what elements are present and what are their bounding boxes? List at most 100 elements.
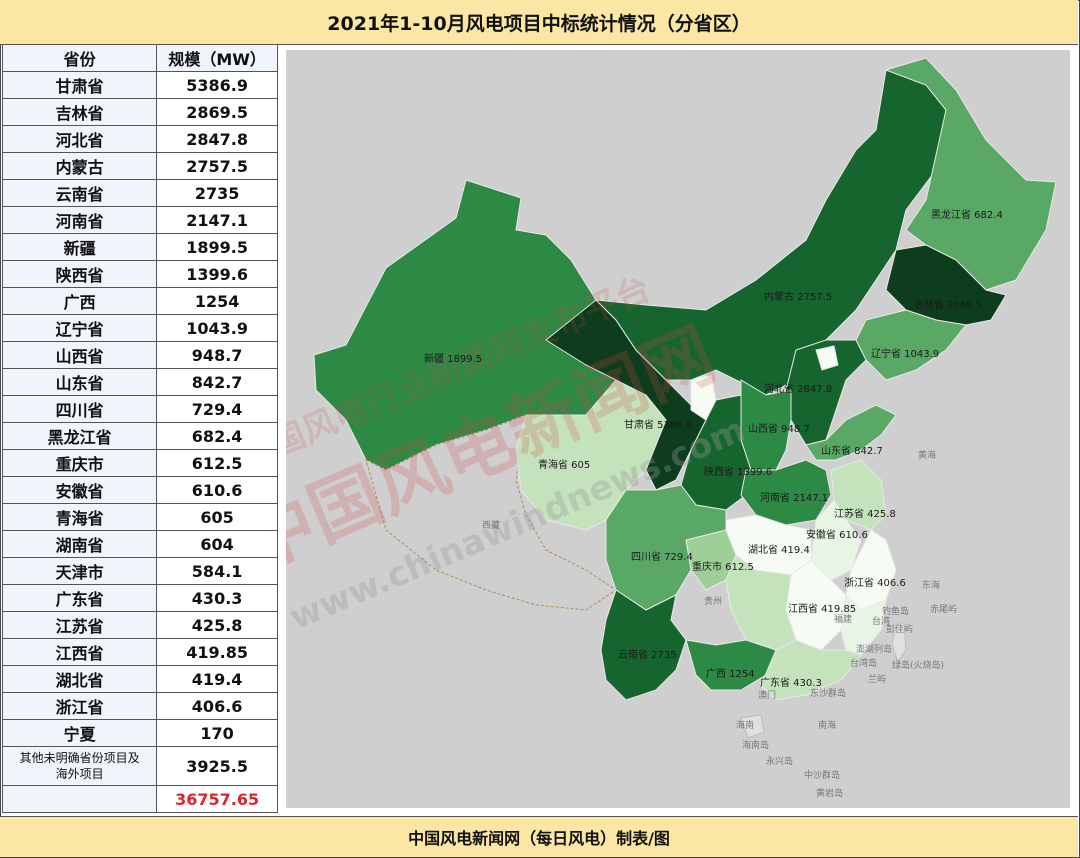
page-footer: 中国风电新闻网（每日风电）制表/图 [0, 816, 1078, 857]
ref-label-guizhou: 贵州 [704, 595, 722, 607]
province-cell: 四川省 [1, 395, 158, 423]
map-label-xinjiang: 新疆 1899.5 [424, 352, 482, 365]
region-yunnan [600, 589, 687, 701]
map-label-guangxi: 广西 1254 [706, 668, 755, 680]
province-cell: 湖南省 [1, 530, 158, 558]
region-jilin [885, 244, 1007, 326]
ref-label-dongsha: 东沙群岛 [810, 687, 846, 699]
ref-label-taiwan-island: 台湾岛 [850, 657, 877, 669]
table-row: 广东省 430.3 [1, 584, 278, 612]
ref-label-yongxing: 永兴岛 [766, 755, 793, 767]
map-label-henan: 河南省 2147.1 [760, 491, 828, 504]
table-row: 广西 1254 [1, 287, 278, 315]
scale-cell: 948.7 [156, 341, 278, 369]
scale-cell: 612.5 [156, 449, 278, 477]
other-label-line2: 海外项目 [55, 767, 104, 781]
region-guangdong [760, 639, 862, 701]
ref-label-pengjia: 彭佳屿 [886, 623, 913, 635]
scale-cell: 1043.9 [156, 314, 278, 342]
map-label-qinghai: 青海省 605 [538, 458, 590, 471]
ref-label-huanghai: 黄海 [918, 449, 936, 461]
column-header-province: 省份 [1, 44, 158, 72]
table-row: 内蒙古 2757.5 [1, 152, 278, 180]
scale-cell: 2735 [156, 179, 278, 207]
ref-label-diaoyu: 钓鱼岛 [882, 605, 909, 617]
table-row: 河北省 2847.8 [1, 125, 278, 153]
table-row-other: 其他未明确省份项目及 海外项目 3925.5 [1, 746, 278, 786]
scale-cell: 5386.9 [156, 71, 278, 99]
province-cell: 黑龙江省 [1, 422, 158, 450]
map-label-jilin: 吉林省 2869.5 [914, 298, 982, 311]
scale-cell: 584.1 [156, 557, 278, 585]
ref-label-xizang: 西藏 [482, 519, 500, 531]
region-shandong [805, 404, 897, 461]
page-title: 2021年1-10月风电项目中标统计情况（分省区） [0, 0, 1078, 45]
map-label-shandong: 山东省 842.7 [821, 444, 883, 457]
region-henan [740, 459, 832, 526]
map-label-shanxi: 山西省 948.7 [748, 422, 810, 435]
map-label-shaanxi: 陕西省 1399.6 [704, 465, 772, 478]
province-cell: 陕西省 [1, 260, 158, 288]
scale-cell: 1254 [156, 287, 278, 315]
region-xizang [365, 414, 617, 611]
province-cell: 甘肃省 [1, 71, 158, 99]
map-label-sichuan: 四川省 729.4 [631, 550, 693, 563]
table-row: 甘肃省 5386.9 [1, 71, 278, 99]
scale-cell: 2847.8 [156, 125, 278, 153]
table-header-row: 省份 规模（MW） [1, 44, 278, 72]
province-map: 中国风电行业新闻网发布平台 中国风电新闻网 www.chinawindnews.… [286, 50, 1070, 808]
scale-cell: 2869.5 [156, 98, 278, 126]
map-label-jiangxi: 江西省 419.85 [788, 602, 856, 615]
scale-cell: 605 [156, 503, 278, 531]
ref-label-chiwei: 赤尾屿 [930, 604, 957, 615]
other-scale-cell: 3925.5 [156, 746, 278, 786]
province-cell: 江苏省 [1, 611, 158, 639]
other-province-cell: 其他未明确省份项目及 海外项目 [1, 746, 158, 786]
region-heilongjiang [884, 57, 1057, 291]
map-label-jiangsu: 江苏省 425.8 [834, 507, 896, 520]
ref-label-lvdao: 绿岛(火烧岛) [892, 659, 944, 671]
scale-cell: 842.7 [156, 368, 278, 396]
map-label-guangdong: 广东省 430.3 [760, 676, 822, 689]
region-neimenggu [594, 69, 947, 396]
ref-label-nanhai: 南海 [818, 719, 836, 731]
ref-label-fujian: 福建 [834, 613, 852, 625]
region-beijing-tianjin [815, 345, 839, 371]
column-header-scale: 规模（MW） [156, 44, 278, 72]
map-label-liaoning: 辽宁省 1043.9 [871, 347, 939, 360]
scale-cell: 425.8 [156, 611, 278, 639]
table-row: 重庆市 612.5 [1, 449, 278, 477]
province-cell: 云南省 [1, 179, 158, 207]
table-row: 天津市 584.1 [1, 557, 278, 585]
region-hainan [740, 714, 765, 739]
total-label-cell [1, 785, 158, 813]
table-row: 宁夏 170 [1, 719, 278, 747]
scale-cell: 729.4 [156, 395, 278, 423]
scale-cell: 419.85 [156, 638, 278, 666]
province-cell: 天津市 [1, 557, 158, 585]
table-row: 河南省 2147.1 [1, 206, 278, 234]
ref-label-zhongsha: 中沙群岛 [804, 769, 840, 781]
table-row: 云南省 2735 [1, 179, 278, 207]
table-row: 吉林省 2869.5 [1, 98, 278, 126]
province-cell: 湖北省 [1, 665, 158, 693]
china-map-svg: 中国风电行业新闻网发布平台 中国风电新闻网 www.chinawindnews.… [286, 57, 1057, 799]
scale-cell: 419.4 [156, 665, 278, 693]
province-cell: 河北省 [1, 125, 158, 153]
province-cell: 河南省 [1, 206, 158, 234]
province-cell: 广西 [1, 287, 158, 315]
table-row: 青海省 605 [1, 503, 278, 531]
scale-cell: 2757.5 [156, 152, 278, 180]
scale-cell: 1399.6 [156, 260, 278, 288]
map-label-chongqing: 重庆市 612.5 [692, 560, 754, 573]
ref-label-donghai: 东海 [922, 579, 940, 591]
province-cell: 江西省 [1, 638, 158, 666]
table-row: 湖北省 419.4 [1, 665, 278, 693]
scale-cell: 604 [156, 530, 278, 558]
ref-label-aomen: 澳门 [758, 689, 776, 701]
table-row: 新疆 1899.5 [1, 233, 278, 261]
table-row: 江苏省 425.8 [1, 611, 278, 639]
province-stats-table: 省份 规模（MW） 甘肃省 5386.9 吉林省 2869.5 河北省 2847.8 内蒙古… [1, 44, 278, 813]
table-row: 黑龙江省 682.4 [1, 422, 278, 450]
scale-cell: 1899.5 [156, 233, 278, 261]
